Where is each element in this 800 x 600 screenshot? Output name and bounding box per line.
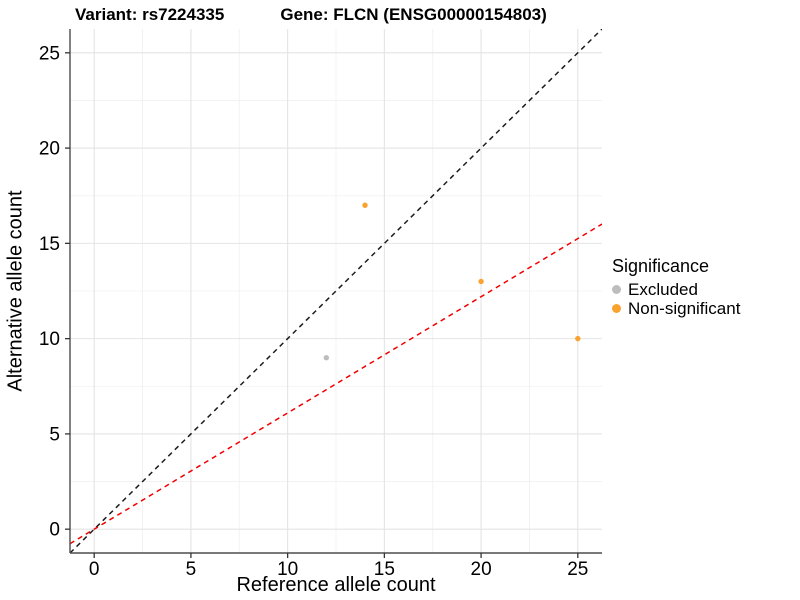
legend-title: Significance <box>612 256 710 276</box>
x-tick-label: 5 <box>186 559 197 580</box>
legend-item-non-significant: Non-significant <box>612 299 740 318</box>
y-tick-label: 25 <box>39 43 60 64</box>
legend-items: Excluded Non-significant <box>612 280 740 318</box>
y-axis-title: Alternative allele count <box>4 190 27 392</box>
y-tick-label: 20 <box>39 139 60 160</box>
x-tick-label: 25 <box>567 559 588 580</box>
x-tick-label: 10 <box>277 559 298 580</box>
legend-key-dot-icon <box>612 304 621 313</box>
legend-key-dot-icon <box>612 285 621 294</box>
y-tick-label: 10 <box>39 329 60 350</box>
x-axis-title: Reference allele count <box>236 574 436 596</box>
data-point-non-significant <box>478 278 484 285</box>
plot-title-row: Variant: rs7224335 Gene: FLCN (ENSG00000… <box>75 5 547 25</box>
x-tick-label: 20 <box>471 559 492 580</box>
data-point-excluded <box>323 354 330 361</box>
legend: Significance Excluded Non-significant <box>612 256 740 318</box>
x-tick-label: 0 <box>89 559 100 580</box>
data-point-non-significant <box>575 335 581 342</box>
legend-item-excluded: Excluded <box>612 280 740 299</box>
legend-item-label: Excluded <box>628 280 698 299</box>
y-tick-label: 0 <box>49 520 60 541</box>
x-tick-label: 15 <box>374 559 395 580</box>
expected-ratio-reference-line <box>70 223 602 545</box>
y-tick-label: 15 <box>39 234 60 255</box>
data-point-non-significant <box>362 202 368 208</box>
y-tick-label: 5 <box>49 424 60 445</box>
identity-reference-line <box>70 29 602 553</box>
variant-title: Variant: rs7224335 <box>75 5 225 24</box>
gene-title: Gene: FLCN (ENSG00000154803) <box>280 5 547 24</box>
legend-item-label: Non-significant <box>628 299 741 318</box>
